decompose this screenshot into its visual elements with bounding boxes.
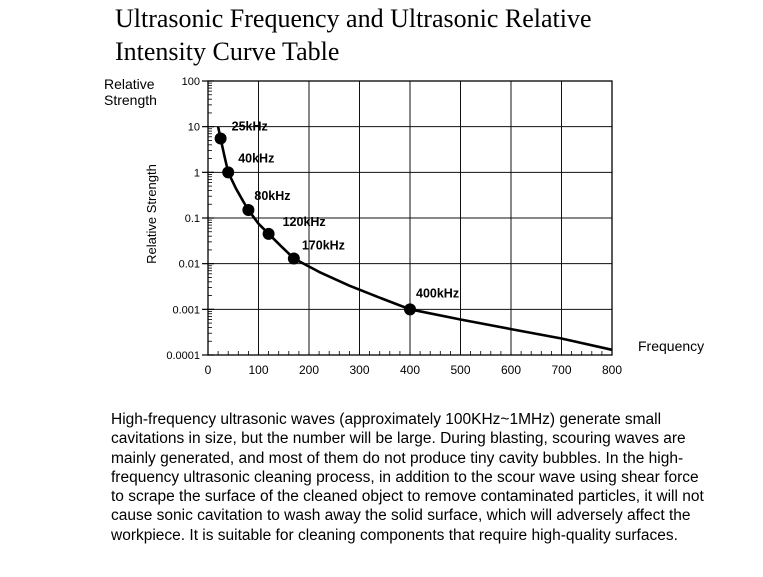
title-line-1: Ultrasonic Frequency and Ultrasonic Rela… (115, 4, 592, 33)
x-tick-label-500: 500 (450, 363, 470, 377)
data-point-170kHz (287, 252, 300, 265)
series-curve (216, 126, 613, 352)
x-tick-labels: 0 100 200 300 400 500 600 700 800 (205, 363, 623, 377)
data-point-labels: 25kHz 40kHz 80kHz 120kHz 170kHz 400kHz (232, 120, 459, 301)
data-point-40kHz (222, 166, 235, 179)
plot-frame (207, 80, 613, 356)
y-tick-label-0.01: 0.01 (179, 259, 200, 271)
title-line-2: Intensity Curve Table (115, 37, 340, 66)
data-point-25kHz (214, 132, 227, 145)
data-label-25kHz: 25kHz (232, 120, 268, 134)
intensity-chart: 100 10 1 0.1 0.01 0.001 0.0001 0 100 200 300 400 50… (144, 76, 623, 377)
y-axis-rotated-label: Relative Strength (144, 164, 159, 264)
data-label-120kHz: 120kHz (283, 215, 326, 229)
y-axis-outer-label: Relative Strength (104, 76, 157, 108)
data-label-80kHz: 80kHz (254, 189, 290, 203)
series-curve-group (216, 126, 613, 352)
data-point-400kHz (404, 303, 416, 316)
page-title: Ultrasonic Frequency and Ultrasonic Rela… (115, 2, 715, 68)
data-point-80kHz (242, 203, 255, 216)
x-tick-label-800: 800 (602, 363, 622, 377)
y-axis-outer-label-line-1: Relative (104, 76, 155, 92)
data-points (214, 132, 416, 316)
y-tick-label-0.1: 0.1 (185, 213, 200, 225)
data-point-120kHz (262, 227, 275, 240)
data-label-170kHz: 170kHz (302, 238, 345, 252)
y-tick-label-0.001: 0.001 (172, 304, 200, 316)
y-tick-label-100: 100 (182, 76, 200, 88)
x-axis-label: Frequency (638, 338, 705, 354)
y-tick-label-1: 1 (194, 167, 200, 179)
x-tick-label-600: 600 (501, 363, 521, 377)
x-tick-label-100: 100 (248, 363, 268, 377)
description-paragraph: High-frequency ultrasonic waves (approxi… (111, 411, 704, 544)
x-tick-label-400: 400 (400, 363, 420, 377)
y-tick-labels: 100 10 1 0.1 0.01 0.001 0.0001 (166, 76, 200, 362)
x-tick-label-200: 200 (299, 363, 319, 377)
y-axis-outer-label-line-2: Strength (104, 92, 157, 108)
data-label-40kHz: 40kHz (238, 151, 274, 165)
data-label-400kHz: 400kHz (416, 286, 459, 300)
x-tick-label-700: 700 (551, 363, 571, 377)
chart-frame (207, 80, 613, 356)
y-tick-label-0.0001: 0.0001 (166, 350, 200, 362)
x-tick-label-0: 0 (205, 363, 212, 377)
x-tick-label-300: 300 (349, 363, 369, 377)
y-tick-label-10: 10 (188, 122, 200, 134)
